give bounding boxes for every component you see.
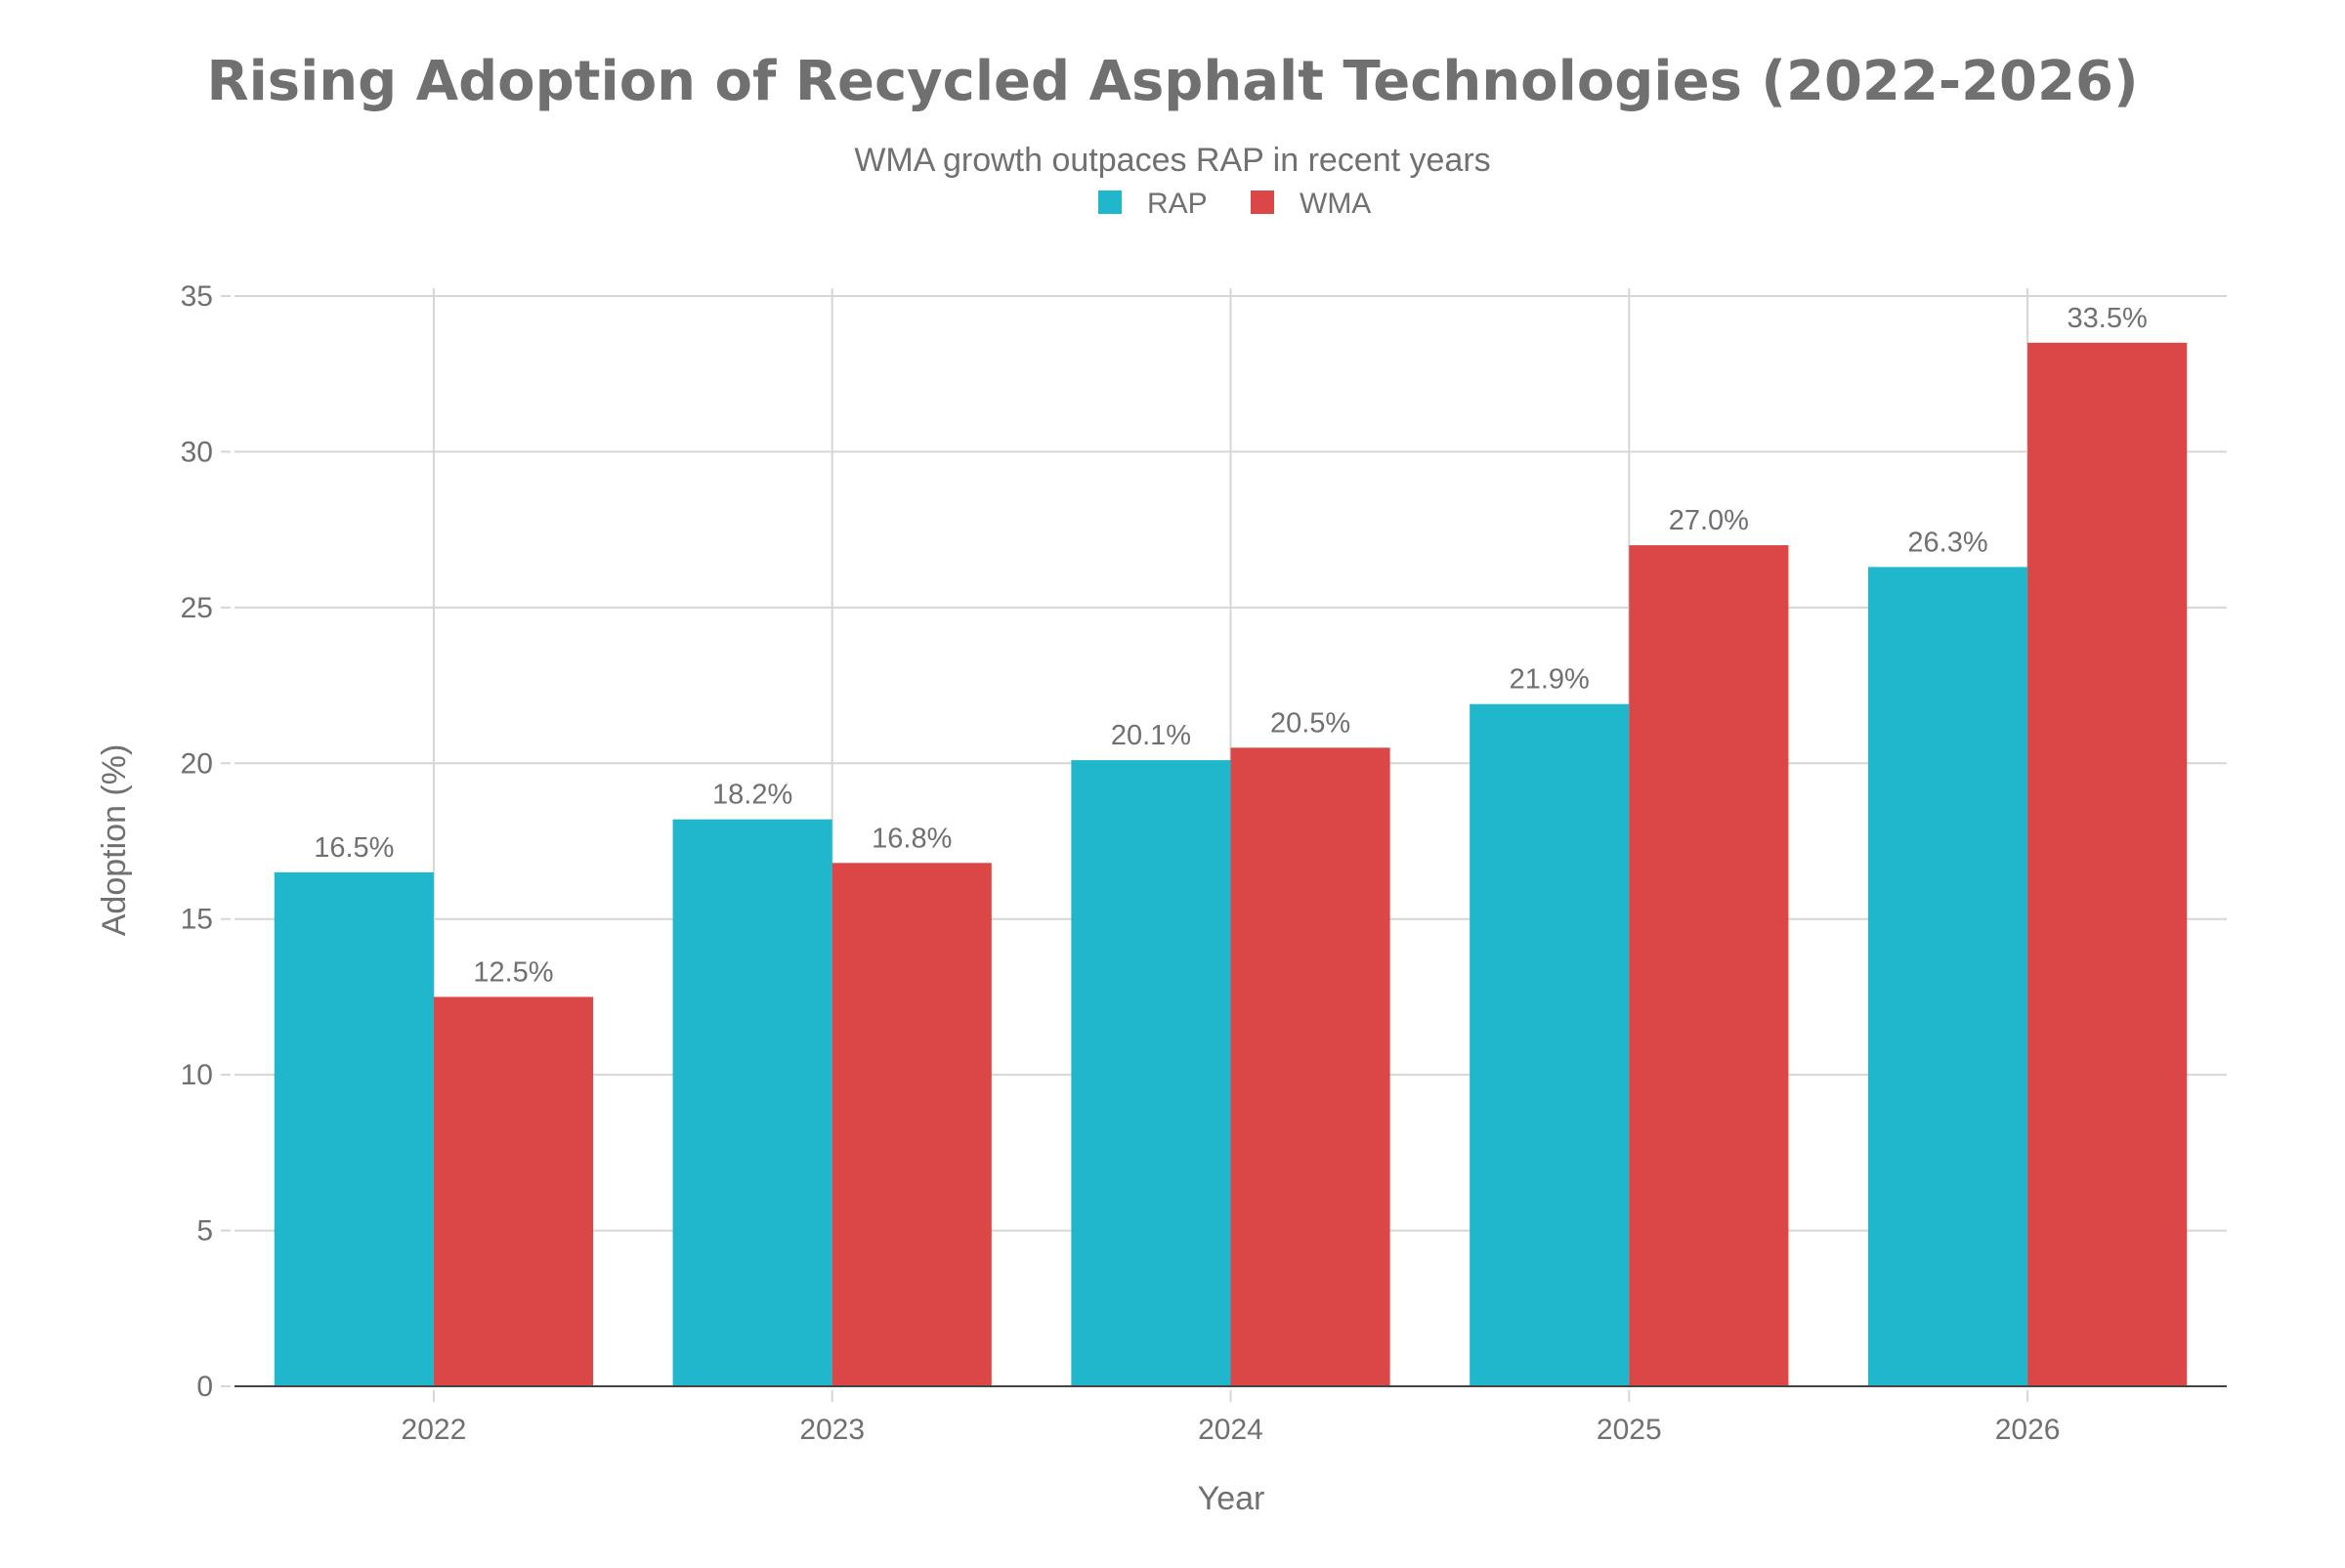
y-tick-label: 0 (196, 1371, 213, 1403)
data-label: 27.0% (1669, 505, 1749, 536)
y-tick-label: 35 (181, 280, 213, 313)
bar-wma-2026 (2027, 342, 2188, 1386)
y-axis-title: Adoption (%) (96, 744, 133, 937)
x-tick-label: 2023 (799, 1414, 865, 1446)
x-tick-label: 2022 (402, 1414, 467, 1446)
chart-title: Rising Adoption of Recycled Asphalt Tech… (206, 50, 2138, 113)
y-tick-label: 10 (181, 1059, 213, 1091)
data-label: 18.2% (712, 780, 792, 811)
data-label: 20.1% (1111, 720, 1191, 751)
bar-wma-2025 (1629, 545, 1789, 1386)
chart-subtitle: WMA growth outpaces RAP in recent years (854, 142, 1490, 179)
x-tick-label: 2024 (1198, 1414, 1263, 1446)
x-tick-label: 2025 (1597, 1414, 1662, 1446)
legend-swatch-wma (1251, 191, 1274, 214)
data-label: 16.8% (872, 823, 952, 854)
data-label: 21.9% (1510, 664, 1590, 696)
bar-wma-2023 (831, 863, 992, 1386)
data-label: 33.5% (2068, 303, 2148, 334)
y-tick-label: 5 (196, 1215, 213, 1248)
x-tick-label: 2026 (1995, 1414, 2061, 1446)
bar-wma-2022 (433, 996, 594, 1386)
x-axis-title: Year (1198, 1480, 1265, 1517)
data-label: 20.5% (1270, 707, 1350, 739)
bar-rap-2023 (672, 819, 832, 1386)
y-tick-label: 30 (181, 436, 213, 468)
bar-rap-2022 (274, 871, 434, 1386)
bar-rap-2025 (1470, 703, 1630, 1386)
legend-label-wma: WMA (1300, 188, 1371, 220)
y-tick-label: 20 (181, 747, 213, 780)
y-tick-label: 25 (181, 592, 213, 624)
y-tick-label: 15 (181, 904, 213, 936)
data-label: 26.3% (1907, 527, 1987, 558)
bar-wma-2024 (1230, 747, 1390, 1386)
bar-rap-2024 (1071, 760, 1231, 1386)
bar-rap-2026 (1867, 567, 2028, 1386)
data-label: 16.5% (314, 832, 394, 864)
legend-swatch-rap (1098, 191, 1122, 214)
data-label: 12.5% (473, 956, 553, 988)
legend: RAP WMA (1098, 188, 1371, 220)
legend-label-rap: RAP (1147, 188, 1208, 220)
